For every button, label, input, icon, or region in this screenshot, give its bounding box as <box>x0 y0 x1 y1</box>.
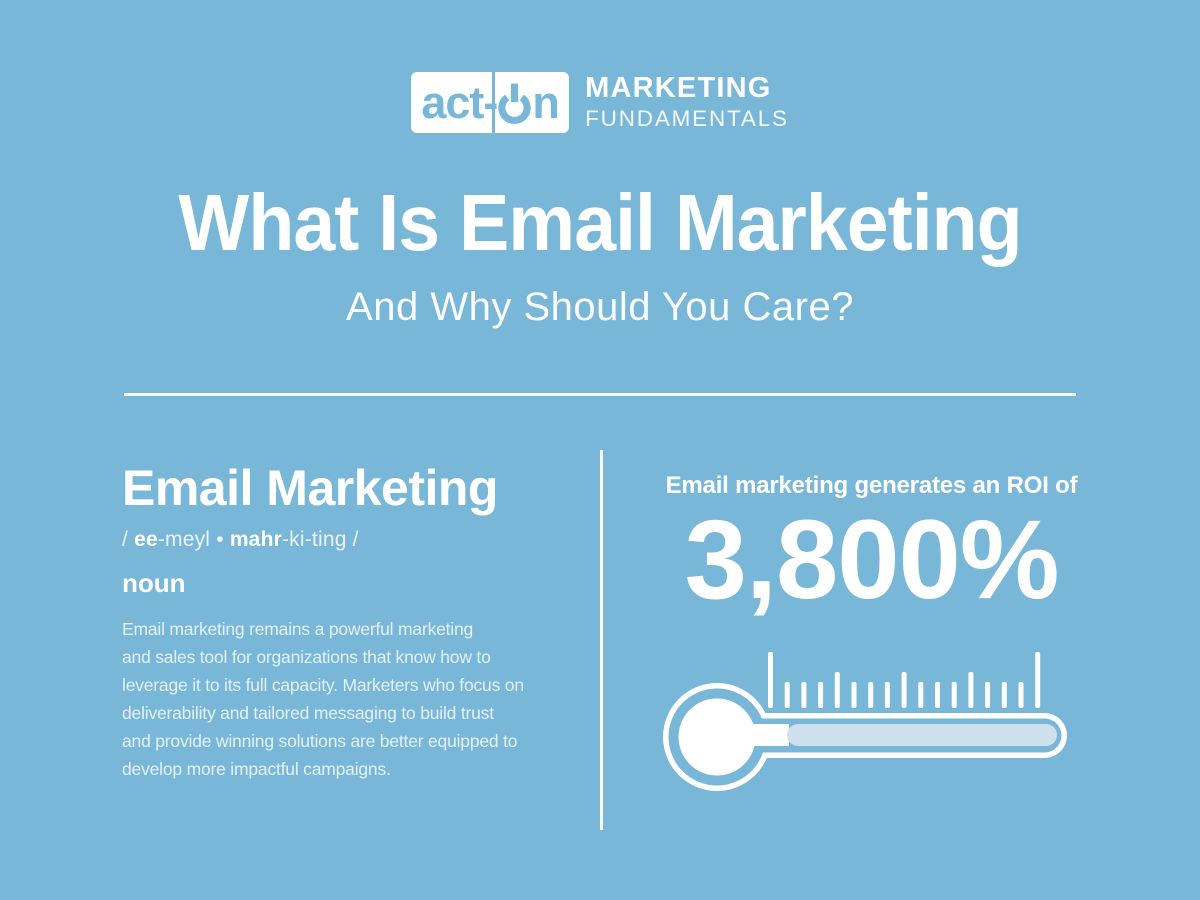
pronunciation-separator: • <box>210 527 230 551</box>
part-of-speech-label: noun <box>122 567 186 598</box>
pronunciation-open: / <box>122 527 135 551</box>
thermometer-tick <box>1018 682 1023 708</box>
thermometer-tick <box>817 682 823 708</box>
acton-logo: act- n <box>411 72 570 133</box>
thermometer-tick <box>934 682 940 708</box>
thermometer-tick <box>967 672 973 708</box>
thermometer-tick <box>834 672 840 708</box>
thermometer-tube-fill <box>786 724 1057 746</box>
brand-line-marketing: MARKETING <box>585 72 772 105</box>
roi-stat-section: Email marketing generates an ROI of 3,80… <box>603 450 1200 830</box>
thermometer-tick <box>784 682 790 708</box>
logo-divider <box>492 72 496 133</box>
definition-body: Email marketing remains a powerful marke… <box>122 618 524 779</box>
pronunciation-reg2: -ki-ting <box>281 527 347 551</box>
horizontal-divider <box>124 393 1076 396</box>
roi-value: 3,800% <box>684 497 1060 622</box>
pronunciation-bold1: ee <box>134 527 158 551</box>
thermometer-tick <box>901 672 907 708</box>
vertical-divider <box>600 450 603 830</box>
thermometer-tick <box>884 682 890 708</box>
pronunciation-close: / <box>346 527 359 551</box>
brand-header: act- n MARKETING FUNDAMENTALS <box>0 72 1200 133</box>
thermometer-tick <box>1001 682 1007 708</box>
brand-wordmark: MARKETING FUNDAMENTALS <box>585 74 789 131</box>
definition-term: Email Marketing <box>122 460 498 516</box>
pronunciation-reg1: -meyl <box>157 527 211 551</box>
thermometer-tick <box>851 682 856 708</box>
thermometer-tick <box>867 682 873 708</box>
power-icon <box>498 83 532 124</box>
thermometer-tick <box>984 682 990 708</box>
thermometer-tick <box>951 682 957 708</box>
thermometer-ticks <box>767 652 1040 708</box>
pronunciation-bold2: mahr <box>229 527 282 551</box>
thermometer-tick <box>800 682 806 708</box>
thermometer-tick <box>917 682 923 708</box>
brand-line-fundamentals: FUNDAMENTALS <box>585 106 789 132</box>
roi-lead-text: Email marketing generates an ROI of <box>665 472 1078 499</box>
pronunciation: / ee-meyl • mahr-ki-ting / <box>122 528 600 552</box>
thermometer-tick <box>767 652 773 708</box>
thermometer-tick <box>1034 652 1040 708</box>
definition-section: Email Marketing / ee-meyl • mahr-ki-ting… <box>122 450 600 830</box>
page-title: What Is Email Marketing <box>178 178 1022 267</box>
logo-text-act: act- <box>421 77 498 128</box>
thermometer-stem-fill <box>716 724 789 746</box>
logo-text-n: n <box>532 77 559 128</box>
thermometer-icon <box>662 652 1067 791</box>
page-subtitle: And Why Should You Care? <box>346 285 854 329</box>
content-area: Email Marketing / ee-meyl • mahr-ki-ting… <box>0 450 1200 830</box>
